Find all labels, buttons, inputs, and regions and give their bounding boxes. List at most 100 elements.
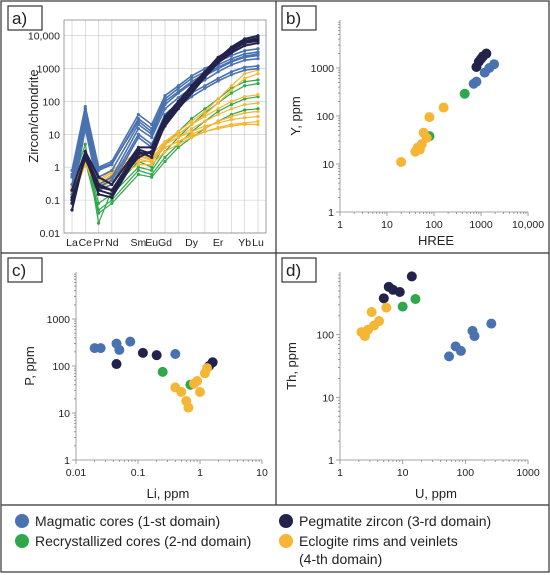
panel-a-point-pegmatite (96, 185, 101, 189)
panel-c-point-eclogite (192, 375, 203, 386)
panel-c-point-pegmatite (111, 359, 122, 370)
panel-a-point-pegmatite (189, 91, 194, 95)
legend-label-magmatic: Magmatic cores (1-st domain) (35, 513, 220, 529)
panel-b-ytick-label: 1 (328, 207, 334, 219)
panel-b-xlabel: HREE (418, 233, 454, 248)
panel-a-point-magmatic (176, 84, 180, 88)
panel-a-point-magmatic (243, 54, 247, 58)
panel-a-point-eclogite (243, 76, 247, 81)
panel-a-point-eclogite (243, 122, 247, 127)
panel-a-ytick-label: 100 (42, 96, 60, 108)
panel-a-xtick-label: Gd (158, 237, 172, 249)
panel-c-point-recrystallized (157, 366, 168, 377)
panel-a-point-recrystallized (136, 172, 141, 177)
panel-d-ytick-label: 1 (328, 455, 334, 467)
panel-a-point-magmatic (216, 65, 220, 69)
panel-b-label-box (281, 5, 317, 31)
panel-a-label: a) (12, 9, 27, 28)
panel-b-xtick-label: 10,000 (512, 219, 544, 231)
panel-a-point-eclogite (216, 97, 220, 101)
panel-a-point-eclogite (189, 134, 194, 138)
panel-a-point-magmatic (110, 168, 114, 173)
panel-a-point-eclogite (189, 122, 194, 127)
panel-a-point-magmatic (243, 52, 247, 56)
panel-d-ytick-label: 100 (316, 330, 334, 342)
panel-d-point-pegmatite (378, 293, 389, 304)
panel-a-point-eclogite (203, 109, 207, 113)
panel-c-xtick-label: 10 (256, 467, 268, 479)
legend-item-magmatic: Magmatic cores (1-st domain) (15, 513, 220, 529)
legend-item-pegmatite: Pegmatite zircon (3-rd domain) (279, 513, 491, 529)
panel-a-point-magmatic (229, 73, 234, 77)
legend-marker-eclogite (279, 534, 293, 548)
panel-a-point-eclogite (203, 130, 207, 134)
panel-a-point-recrystallized (110, 198, 114, 202)
panel-d-point-pegmatite (406, 271, 417, 282)
panel-a-point-magmatic (163, 107, 167, 111)
panel-c-xtick-label: 1 (197, 467, 203, 479)
panel-a-xtick-label: La (66, 237, 78, 249)
panel-a-point-eclogite (176, 142, 180, 146)
panel-a-point-magmatic (176, 89, 180, 94)
panel-a-point-eclogite (176, 132, 180, 136)
panel-c-point-eclogite (183, 402, 194, 413)
panel-a-point-magmatic (110, 178, 114, 182)
panel-a-point-magmatic (110, 161, 114, 166)
panel-a-point-magmatic (243, 58, 247, 62)
panel-a-point-pegmatite (136, 147, 141, 151)
panel-c-point-magmatic (114, 344, 125, 355)
panel-a-xtick-label: Nd (105, 237, 119, 249)
panel-a-point-magmatic (176, 86, 180, 90)
panel-a-point-eclogite (256, 119, 260, 123)
panel-c-ylabel: P, ppm (22, 346, 37, 386)
panel-b-ytick-label: 1000 (311, 63, 335, 75)
panel-a-ytick-label: 0.01 (40, 228, 61, 240)
panel-a-ytick-label: 10 (48, 129, 60, 141)
panel-a-point-magmatic (70, 172, 74, 177)
panel-d-point-eclogite (381, 302, 392, 313)
panel-a-series-recrystallized (71, 108, 259, 215)
panel-a-series-recrystallized (71, 96, 259, 212)
panel-c-ytick-label: 10 (58, 408, 70, 420)
panel-a-point-magmatic (256, 47, 260, 51)
panel-a-point-pegmatite (83, 157, 87, 161)
panel-a-point-recrystallized (243, 108, 247, 112)
panel-a-point-recrystallized (243, 84, 247, 88)
panel-a-point-eclogite (243, 111, 247, 115)
panel-d-label: d) (286, 261, 301, 280)
panel-a-point-pegmatite (256, 41, 260, 45)
panel-c-ytick-label: 100 (52, 361, 70, 373)
panel-a-point-magmatic (189, 95, 194, 99)
panel-b-point-magmatic (471, 76, 482, 87)
panel-a-point-eclogite (229, 118, 234, 122)
panel-a-point-pegmatite (163, 117, 167, 121)
panel-a-point-pegmatite (110, 188, 114, 192)
panel-a-point-eclogite (256, 114, 260, 119)
legend-label-eclogite: Eclogite rims and veinlets (299, 533, 458, 549)
panel-a-point-pegmatite (203, 71, 207, 75)
panel-a-point-pegmatite (229, 51, 234, 55)
panel-a-point-recrystallized (163, 155, 167, 159)
panel-a-point-pegmatite (256, 34, 260, 38)
panel-a-point-recrystallized (176, 145, 180, 150)
panel-b-xtick-label: 1 (337, 219, 343, 231)
panel-a-point-pegmatite (70, 188, 74, 192)
panel-a-series-magmatic (71, 54, 259, 185)
panel-a-point-eclogite (216, 101, 220, 105)
panel-a-point-recrystallized (150, 168, 154, 173)
panel-a-point-eclogite (229, 107, 234, 111)
panel-a-point-pegmatite (70, 195, 74, 200)
panel-b: 1 10 100 1000 10,000 1 10 100 1000 HREE Y, ppm b) (281, 5, 544, 248)
panel-d-point-magmatic (486, 318, 497, 329)
panel-a-point-eclogite (203, 124, 207, 128)
panel-d-point-eclogite (366, 306, 377, 317)
panel-a-point-magmatic (256, 66, 260, 71)
panel-b-ylabel: Y, ppm (288, 96, 303, 136)
panel-a-point-magmatic (229, 63, 234, 67)
panel-a-point-pegmatite (256, 38, 260, 42)
panel-a-point-pegmatite (216, 57, 220, 62)
panel-a-point-magmatic (176, 96, 180, 100)
